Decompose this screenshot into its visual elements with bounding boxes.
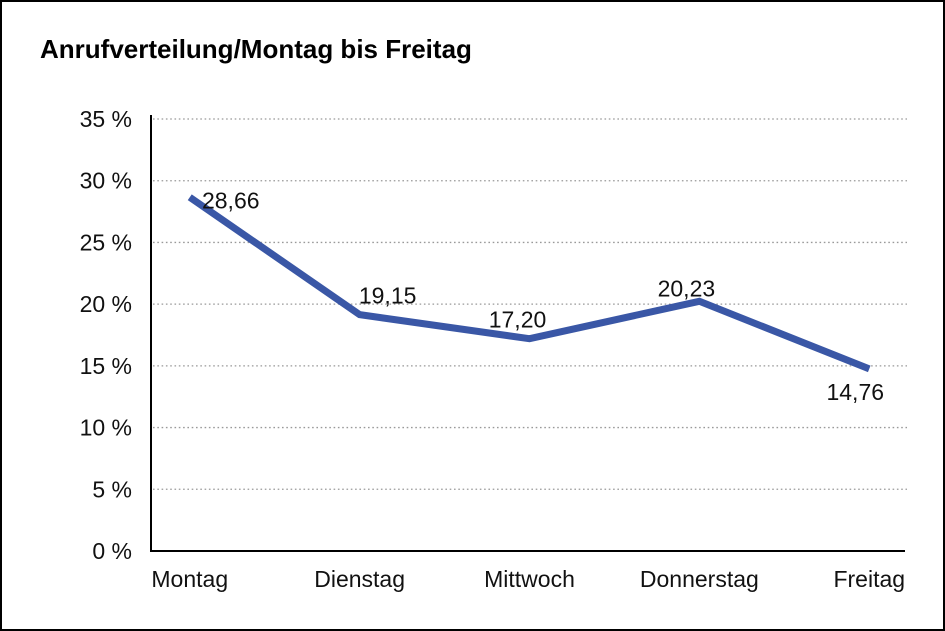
- x-category-label: Freitag: [833, 566, 905, 592]
- data-point-label: 17,20: [489, 307, 547, 333]
- data-point-label: 20,23: [658, 275, 716, 301]
- y-tick-label: 20 %: [80, 291, 132, 317]
- y-tick-label: 30 %: [80, 168, 132, 194]
- data-point-label: 28,66: [202, 187, 260, 213]
- y-tick-label: 5 %: [92, 476, 132, 502]
- y-tick-label: 35 %: [80, 106, 132, 132]
- x-category-label: Donnerstag: [640, 566, 759, 592]
- x-category-label: Dienstag: [314, 566, 405, 592]
- y-tick-label: 10 %: [80, 415, 132, 441]
- x-category-label: Montag: [151, 566, 228, 592]
- y-tick-label: 15 %: [80, 353, 132, 379]
- y-tick-label: 0 %: [92, 538, 132, 564]
- data-point-label: 14,76: [826, 379, 884, 405]
- data-line: [187, 194, 871, 373]
- data-point-label: 19,15: [359, 283, 417, 309]
- y-tick-label: 25 %: [80, 229, 132, 255]
- chart-title: Anrufverteilung/Montag bis Freitag: [40, 34, 472, 64]
- x-category-label: Mittwoch: [484, 566, 575, 592]
